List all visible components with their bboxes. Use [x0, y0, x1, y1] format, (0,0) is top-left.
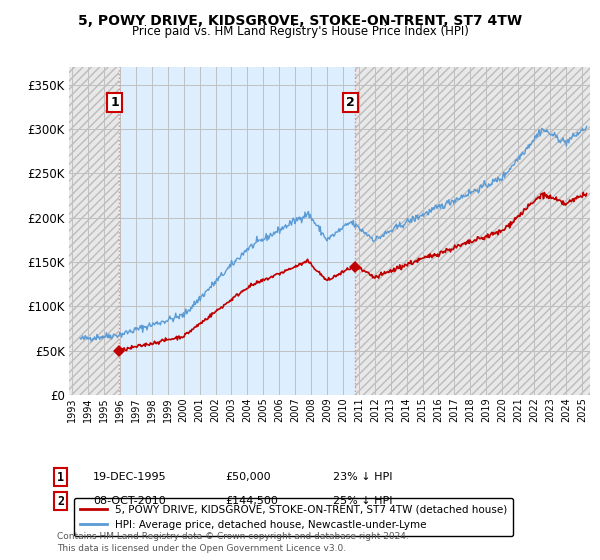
Text: 19-DEC-1995: 19-DEC-1995: [93, 472, 167, 482]
Bar: [69, 67, 119, 395]
Bar: [119, 67, 355, 395]
Text: 25% ↓ HPI: 25% ↓ HPI: [333, 496, 392, 506]
Text: 1: 1: [110, 96, 119, 109]
Text: 2: 2: [57, 494, 64, 508]
Text: £50,000: £50,000: [225, 472, 271, 482]
Text: Price paid vs. HM Land Registry's House Price Index (HPI): Price paid vs. HM Land Registry's House …: [131, 25, 469, 38]
Text: 23% ↓ HPI: 23% ↓ HPI: [333, 472, 392, 482]
Text: 1: 1: [57, 470, 64, 484]
Text: 2: 2: [346, 96, 355, 109]
Bar: [355, 67, 590, 395]
Bar: [69, 67, 119, 395]
Text: £144,500: £144,500: [225, 496, 278, 506]
Bar: [355, 67, 590, 395]
Text: 08-OCT-2010: 08-OCT-2010: [93, 496, 166, 506]
Legend: 5, POWY DRIVE, KIDSGROVE, STOKE-ON-TRENT, ST7 4TW (detached house), HPI: Average: 5, POWY DRIVE, KIDSGROVE, STOKE-ON-TRENT…: [74, 498, 514, 536]
Text: 5, POWY DRIVE, KIDSGROVE, STOKE-ON-TRENT, ST7 4TW: 5, POWY DRIVE, KIDSGROVE, STOKE-ON-TRENT…: [78, 14, 522, 28]
Text: Contains HM Land Registry data © Crown copyright and database right 2024.
This d: Contains HM Land Registry data © Crown c…: [57, 533, 409, 553]
